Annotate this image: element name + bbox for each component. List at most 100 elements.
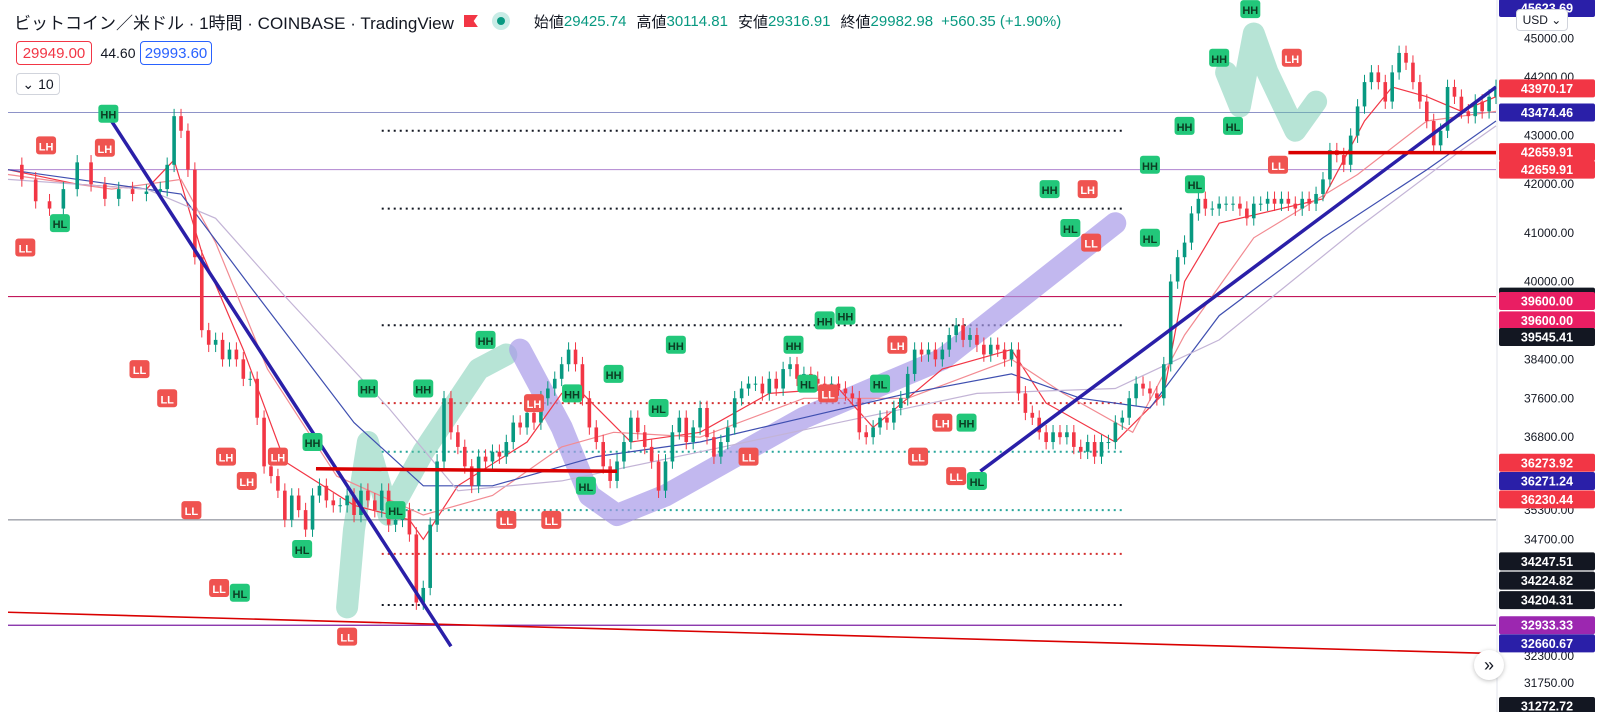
- candle-body: [89, 162, 93, 185]
- candle-body: [850, 393, 855, 399]
- price-tag-label: 43474.46: [1521, 106, 1573, 120]
- swing-label-ll: LL: [181, 501, 202, 520]
- swing-label-text: LH: [39, 141, 54, 153]
- highlight-green-wave-2: [1215, 22, 1328, 142]
- candle-body: [1058, 432, 1062, 438]
- currency-label: USD: [1522, 13, 1548, 27]
- candle-body: [566, 349, 571, 365]
- candle-body: [172, 116, 176, 165]
- price-tag-label: 34224.82: [1521, 574, 1573, 588]
- candle-body: [1078, 446, 1083, 452]
- swing-label-box: [870, 374, 891, 393]
- candle-body: [975, 335, 979, 345]
- scroll-to-realtime-button[interactable]: »: [1474, 650, 1504, 680]
- swing-label-box: [665, 335, 686, 354]
- swing-label-box: [236, 471, 257, 490]
- candle-body: [47, 201, 52, 209]
- candle-body: [1383, 82, 1388, 102]
- price-tag: 43474.46: [1499, 103, 1595, 122]
- price-tag-box: [1499, 591, 1595, 610]
- candle-body: [324, 485, 329, 501]
- candle-body: [1397, 52, 1401, 73]
- descending-trendline: [106, 115, 453, 648]
- swing-label-box: [835, 306, 856, 325]
- candle-body: [283, 490, 287, 520]
- candle-body: [1175, 257, 1180, 282]
- symbol-title[interactable]: ビットコイン／米ドル · 1時間 · COINBASE · TradingVie…: [14, 13, 454, 33]
- swing-label-hh: HH: [1240, 0, 1261, 19]
- swing-label-box: [797, 374, 818, 393]
- candle-body: [864, 432, 868, 438]
- swing-label-box: [1209, 48, 1230, 67]
- swing-label-box: [229, 583, 250, 602]
- price-tag-box: [1499, 552, 1595, 571]
- price-tag-label: 34204.31: [1521, 594, 1573, 608]
- price-tag-label: 39545.41: [1521, 330, 1573, 344]
- candle-body: [469, 466, 474, 486]
- indicators-toggle[interactable]: ⌄ 10: [16, 73, 60, 95]
- swing-label-text: LH: [98, 144, 113, 156]
- swing-label-box: [648, 398, 669, 417]
- candle-body: [1231, 203, 1235, 205]
- candle-body: [1355, 106, 1360, 136]
- swing-label-lh: LH: [932, 413, 953, 432]
- swing-label-box: [98, 104, 119, 123]
- candle-body: [379, 490, 384, 511]
- candle-body: [359, 490, 363, 515]
- candle-body: [1051, 432, 1055, 443]
- swing-label-box: [1240, 0, 1261, 19]
- candle-body: [1196, 198, 1201, 214]
- swing-label-ll: LL: [129, 360, 150, 379]
- candle-body: [179, 116, 183, 131]
- swing-label-text: LH: [527, 399, 542, 411]
- candle-body: [490, 451, 495, 462]
- candle-body: [1245, 208, 1249, 219]
- currency-selector[interactable]: USD ⌄: [1516, 9, 1568, 31]
- swing-label-box: [541, 510, 562, 529]
- swing-label-text: LH: [219, 453, 234, 465]
- chart-header: ビットコイン／米ドル · 1時間 · COINBASE · TradingVie…: [14, 8, 1061, 34]
- buy-button[interactable]: 29993.60: [140, 41, 212, 65]
- swing-label-ll: LL: [738, 447, 759, 466]
- open-label: 始値: [533, 13, 564, 31]
- price-tag-box: [1499, 453, 1595, 472]
- sell-button[interactable]: 29949.00: [16, 41, 92, 65]
- candle-body: [1424, 101, 1429, 122]
- swing-label-text: LL: [949, 472, 963, 484]
- candle-body: [629, 417, 633, 443]
- candle-body: [456, 432, 460, 447]
- candle-body: [871, 427, 875, 438]
- candle-body: [1120, 417, 1125, 423]
- swing-label-text: LL: [742, 453, 756, 465]
- price-tag-label: 39600.00: [1521, 294, 1573, 308]
- price-tag-box: [1499, 616, 1595, 635]
- candle-body: [393, 519, 398, 525]
- swing-label-box: [603, 364, 624, 383]
- price-tag-label: 42659.91: [1521, 146, 1573, 160]
- swing-label-hl: HL: [49, 214, 70, 233]
- candle-body: [421, 587, 426, 603]
- candle-body: [719, 442, 723, 457]
- candle-body: [912, 349, 917, 374]
- swing-label-text: HH: [360, 385, 376, 397]
- swing-label-text: HL: [53, 219, 68, 231]
- support-segment: [315, 467, 618, 473]
- candle-body: [497, 451, 502, 457]
- swing-label-box: [1223, 116, 1244, 135]
- candle-body: [885, 417, 889, 423]
- y-tick-label: 42000.00: [1524, 177, 1574, 191]
- price-tag-box: [1499, 634, 1595, 653]
- candle-body: [1258, 203, 1263, 205]
- candle-body: [940, 349, 945, 360]
- candle-body: [760, 383, 765, 394]
- swing-label-box: [562, 384, 583, 403]
- swing-label-text: LH: [239, 477, 254, 489]
- flag-icon[interactable]: [463, 15, 478, 27]
- candle-body: [926, 349, 931, 355]
- candle-body: [1321, 179, 1325, 194]
- candle-body: [158, 189, 163, 192]
- swing-label-text: LH: [1080, 185, 1095, 197]
- candle-body: [1487, 96, 1491, 112]
